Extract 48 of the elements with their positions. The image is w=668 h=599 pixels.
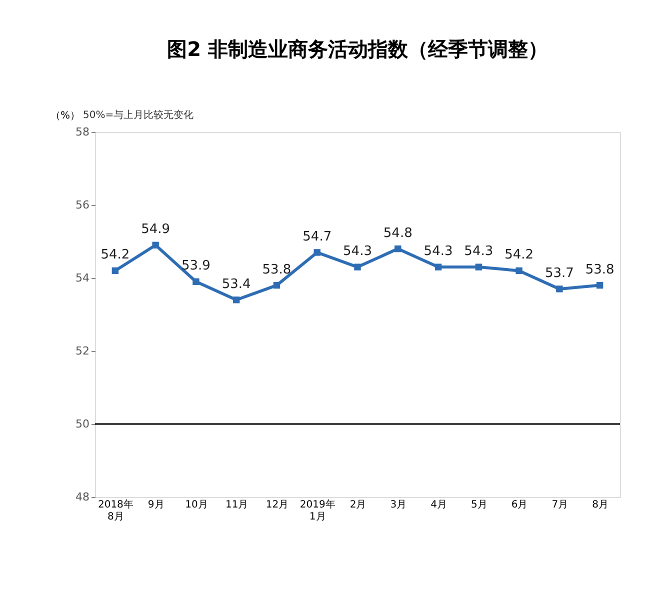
data-label: 53.8: [262, 262, 292, 278]
x-tick-label: 2018年8月: [98, 498, 134, 522]
y-tick-label: 54: [76, 272, 90, 284]
x-tick-label: 3月: [390, 500, 407, 510]
x-tick-label: 11月: [225, 500, 248, 510]
data-label: 53.7: [544, 266, 574, 281]
data-label: 54.3: [464, 244, 494, 260]
point: [556, 286, 563, 292]
chart-title: 图2 非制造业商务活动指数（经季节调整）: [167, 37, 548, 61]
x-tick-label: 2019年1月: [300, 498, 336, 522]
y-tick-label: 58: [76, 126, 90, 138]
data-label: 54.2: [504, 248, 534, 263]
data-label: 54.9: [141, 222, 170, 238]
data-label: 54.7: [302, 229, 332, 244]
data-label: 53.4: [222, 276, 251, 292]
x-tick-label: 6月: [511, 500, 528, 510]
data-label: 54.3: [424, 244, 453, 260]
data-label: 54.8: [383, 226, 412, 241]
y-tick-label: 52: [76, 344, 90, 358]
data-label: 54.3: [343, 244, 372, 260]
x-tick-label: 8月: [592, 500, 608, 510]
x-tick-label: 5月: [470, 500, 488, 510]
text: 50%=与上月比较无变化: [83, 109, 194, 121]
point: [314, 249, 320, 256]
y-tick-label: 48: [76, 490, 90, 504]
y-tick-label: 50: [76, 418, 90, 430]
x-tick-label: 9月: [148, 500, 164, 510]
y-axis-title: （%）: [50, 110, 80, 122]
x-tick-label: 12月: [266, 500, 289, 510]
x-tick-label: 4月: [430, 500, 447, 510]
point: [354, 264, 361, 270]
point: [394, 245, 402, 252]
point: [273, 282, 280, 289]
point: [516, 267, 522, 274]
x-tick-label: 7月: [552, 500, 568, 510]
point: [475, 264, 482, 270]
y-tick-label: 56: [76, 198, 90, 212]
data-label: 54.2: [100, 248, 130, 263]
x-tick-label: 2月: [350, 500, 366, 510]
data-label: 53.8: [585, 262, 614, 278]
x-tick-label: 10月: [185, 500, 208, 510]
point: [152, 242, 159, 249]
point: [112, 267, 119, 274]
point: [596, 282, 604, 289]
point: [434, 264, 442, 270]
data-label: 53.9: [181, 258, 210, 274]
point: [232, 296, 240, 304]
point: [192, 278, 200, 286]
